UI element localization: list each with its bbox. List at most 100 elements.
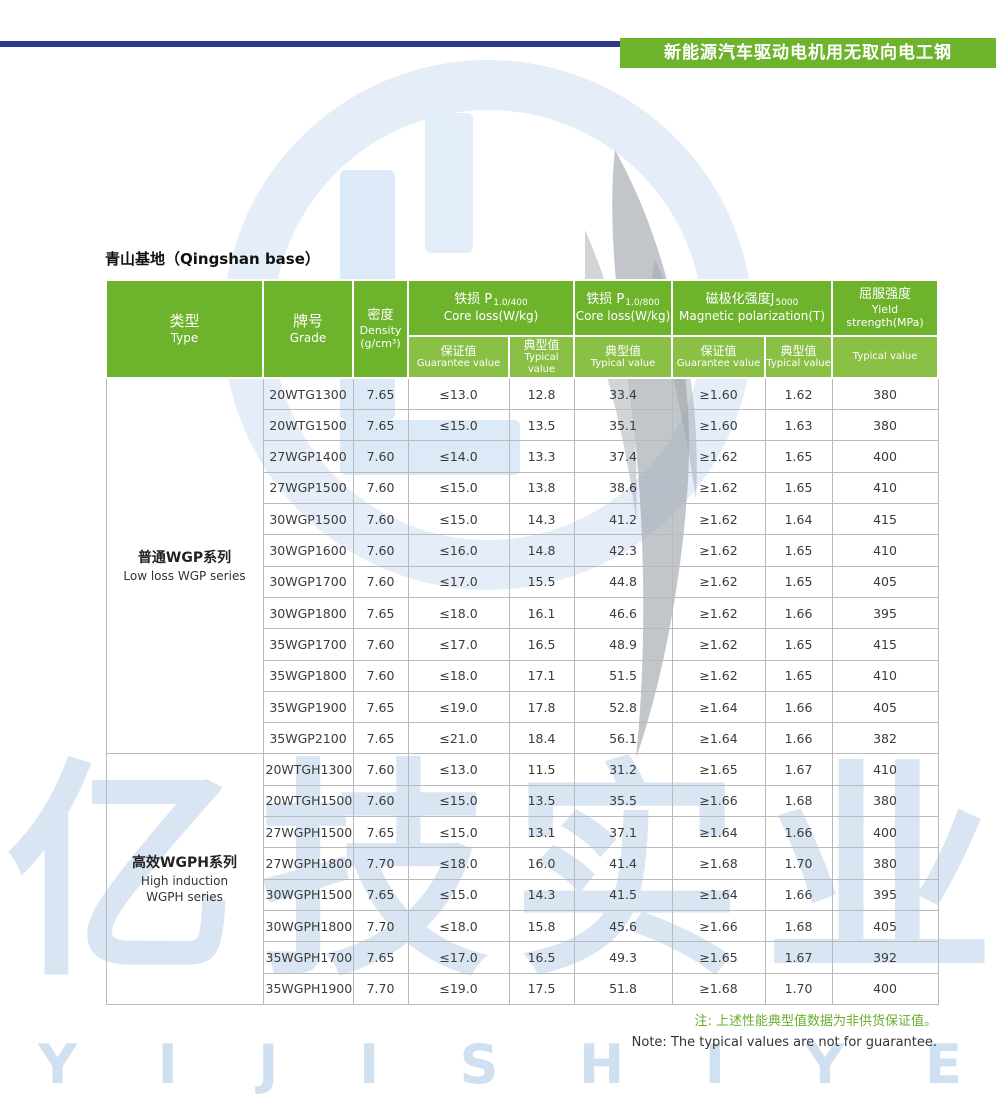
series-group-cell: 普通WGP系列 Low loss WGP series [105, 377, 264, 755]
polarization-guarantee-cell: ≥1.66 [671, 909, 766, 943]
polarization-typical-cell: 1.68 [764, 784, 833, 818]
subheader-typical-j: 典型值 Typical value [764, 334, 834, 380]
core-loss-400-typical-cell: 16.5 [508, 941, 575, 974]
core-loss-400-guarantee-cell: ≤15.0 [407, 878, 510, 911]
table-row: 30WGPH1800 7.70 ≤18.0 15.8 45.6 ≥1.66 1.68 405 [106, 909, 939, 943]
core-loss-400-typical-cell: 15.8 [508, 909, 575, 943]
grade-cell: 27WGPH1500 [262, 816, 354, 849]
watermark-en-char: H [579, 1033, 625, 1096]
core-loss-400-guarantee-cell: ≤15.0 [407, 471, 510, 505]
core-loss-800-typical-cell: 51.8 [573, 972, 673, 1005]
yield-typical-cell: 380 [831, 847, 939, 880]
grade-cell: 30WGP1500 [262, 503, 354, 536]
yield-typical-cell: 382 [831, 722, 939, 755]
core-loss-400-typical-cell: 17.5 [508, 972, 575, 1005]
core-loss-800-typical-cell: 51.5 [573, 659, 673, 692]
col-header-core-loss-800-cn: 铁损 P1.0/800 [586, 292, 660, 309]
density-cell: 7.60 [352, 565, 409, 598]
core-loss-400-typical-cell: 17.1 [508, 659, 575, 692]
polarization-guarantee-cell: ≥1.62 [671, 471, 766, 505]
polarization-guarantee-cell: ≥1.64 [671, 816, 766, 849]
polarization-typical-cell: 1.70 [764, 972, 833, 1005]
note-en: Note: The typical values are not for gua… [631, 1034, 937, 1050]
polarization-guarantee-cell: ≥1.62 [671, 659, 766, 692]
polarization-guarantee-cell: ≥1.62 [671, 534, 766, 567]
series-name-cn: 高效WGPH系列 [132, 855, 237, 872]
core-loss-800-typical-cell: 48.9 [573, 628, 673, 661]
col-header-type-en: Type [170, 331, 199, 346]
core-loss-400-typical-cell: 16.1 [508, 596, 575, 630]
core-loss-800-typical-cell: 52.8 [573, 690, 673, 724]
density-cell: 7.65 [352, 722, 409, 755]
polarization-typical-cell: 1.65 [764, 534, 833, 567]
col-header-density-cn: 密度 [367, 308, 394, 324]
polarization-guarantee-cell: ≥1.62 [671, 440, 766, 473]
watermark-en-char: J [258, 1033, 279, 1096]
core-loss-400-typical-cell: 14.8 [508, 534, 575, 567]
yield-typical-cell: 415 [831, 628, 939, 661]
subheader-guarantee-400: 保证值 Guarantee value [407, 334, 510, 380]
core-loss-800-typical-cell: 44.8 [573, 565, 673, 598]
top-banner: 新能源汽车驱动电机用无取向电工钢 [0, 38, 996, 68]
polarization-typical-cell: 1.66 [764, 722, 833, 755]
core-loss-400-guarantee-cell: ≤17.0 [407, 941, 510, 974]
yield-typical-cell: 395 [831, 878, 939, 911]
polarization-guarantee-cell: ≥1.62 [671, 565, 766, 598]
table-row: 35WGP2100 7.65 ≤21.0 18.4 56.1 ≥1.64 1.66 382 [106, 722, 939, 755]
core-loss-400-guarantee-cell: ≤18.0 [407, 596, 510, 630]
core-loss-400-guarantee-cell: ≤18.0 [407, 659, 510, 692]
col-header-core-loss-800: 铁损 P1.0/800 Core loss(W/kg) [573, 279, 674, 337]
polarization-typical-cell: 1.70 [764, 847, 833, 880]
polarization-guarantee-cell: ≥1.62 [671, 596, 766, 630]
core-loss-400-guarantee-cell: ≤19.0 [407, 972, 510, 1005]
polarization-typical-cell: 1.67 [764, 753, 833, 786]
core-loss-800-typical-cell: 35.1 [573, 409, 673, 442]
core-loss-400-typical-cell: 18.4 [508, 722, 575, 755]
yield-typical-cell: 410 [831, 659, 939, 692]
core-loss-400-guarantee-cell: ≤13.0 [407, 377, 510, 411]
polarization-guarantee-cell: ≥1.64 [671, 878, 766, 911]
watermark-en-char: Y [38, 1033, 78, 1096]
series-name-cn: 普通WGP系列 [137, 550, 232, 567]
page-banner-title: 新能源汽车驱动电机用无取向电工钢 [620, 38, 996, 68]
density-cell: 7.60 [352, 628, 409, 661]
yield-typical-cell: 405 [831, 565, 939, 598]
density-cell: 7.60 [352, 440, 409, 473]
watermark-en-char: I [157, 1033, 178, 1096]
core-loss-400-guarantee-cell: ≤14.0 [407, 440, 510, 473]
polarization-guarantee-cell: ≥1.66 [671, 784, 766, 818]
polarization-guarantee-cell: ≥1.62 [671, 503, 766, 536]
yield-typical-cell: 380 [831, 409, 939, 442]
grade-cell: 30WGP1700 [262, 565, 354, 598]
polarization-typical-cell: 1.65 [764, 440, 833, 473]
col-header-density: 密度 Density (g/cm³) [352, 278, 409, 380]
core-loss-400-guarantee-cell: ≤17.0 [407, 628, 510, 661]
grade-cell: 30WGP1600 [262, 534, 354, 567]
yield-typical-cell: 410 [831, 753, 939, 786]
grade-cell: 30WGPH1800 [262, 909, 354, 943]
grade-cell: 35WGP1700 [262, 628, 354, 661]
notes: 注: 上述性能典型值数据为非供货保证值。 Note: The typical v… [632, 1012, 937, 1054]
subheader-typical-800: 典型值 Typical value [573, 334, 674, 380]
col-header-core-loss-400-cn: 铁损 P1.0/400 [454, 292, 528, 309]
density-cell: 7.70 [352, 847, 409, 880]
table-row: 高效WGPH系列 High induction WGPH series 20WTGH1… [105, 753, 939, 1005]
polarization-typical-cell: 1.67 [764, 941, 833, 974]
table-row: 30WGP1800 7.65 ≤18.0 16.1 46.6 ≥1.62 1.66 395 [106, 596, 939, 630]
polarization-typical-cell: 1.66 [764, 816, 833, 849]
polarization-typical-cell: 1.66 [764, 878, 833, 911]
subheader-typical-yield: Typical value [831, 334, 940, 380]
col-header-core-loss-400-en: Core loss(W/kg) [443, 308, 539, 323]
grade-cell: 20WTG1300 [262, 377, 354, 411]
yield-typical-cell: 410 [831, 534, 939, 567]
spec-table-header: 类型 Type 牌号 Grade 密度 Density (g/cm³) 铁损 P… [105, 278, 940, 380]
core-loss-400-typical-cell: 17.8 [508, 690, 575, 724]
grade-cell: 35WGPH1900 [262, 972, 354, 1005]
density-cell: 7.70 [352, 972, 409, 1005]
polarization-guarantee-cell: ≥1.68 [671, 972, 766, 1005]
polarization-typical-cell: 1.62 [764, 377, 833, 411]
core-loss-400-typical-cell: 13.8 [508, 471, 575, 505]
col-header-grade-en: Grade [289, 331, 327, 346]
grade-cell: 27WGP1400 [262, 440, 354, 473]
core-loss-400-typical-cell: 14.3 [508, 878, 575, 911]
